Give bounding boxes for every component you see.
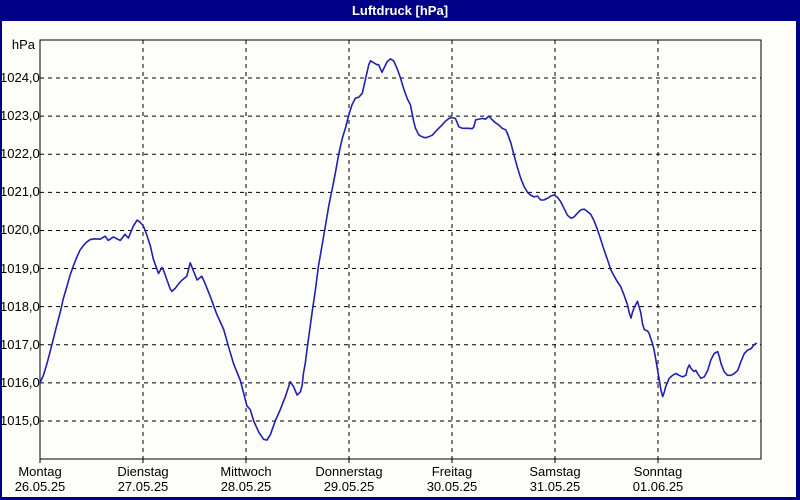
day-date: 29.05.25	[323, 479, 375, 494]
y-tick-label: 1018,0	[0, 298, 40, 314]
title-bar: Luftdruck [hPa]	[0, 0, 800, 21]
pressure-line	[39, 58, 758, 441]
y-tick-label: 1020,0	[0, 222, 40, 238]
y-tick-label: 1017,0	[0, 336, 40, 352]
y-tick-label: 1021,0	[0, 184, 40, 200]
x-day-label: Sonntag 01.06.25	[610, 465, 706, 494]
day-name: Samstag	[529, 464, 581, 479]
x-day-label: Montag 26.05.25	[0, 465, 88, 494]
day-date: 26.05.25	[14, 479, 66, 494]
day-name: Donnerstag	[315, 464, 383, 479]
day-date: 30.05.25	[426, 479, 478, 494]
y-tick-label: 1023,0	[0, 108, 40, 124]
y-axis-unit-label: hPa	[11, 37, 35, 52]
x-day-label: Samstag 31.05.25	[507, 465, 603, 494]
day-name: Freitag	[431, 464, 473, 479]
plot-border	[39, 39, 762, 460]
chart-panel	[2, 21, 796, 497]
x-day-label: Freitag 30.05.25	[404, 465, 500, 494]
day-name: Dienstag	[117, 464, 169, 479]
day-name: Mittwoch	[220, 464, 272, 479]
day-date: 01.06.25	[632, 479, 684, 494]
x-day-label: Donnerstag 29.05.25	[301, 465, 397, 494]
y-tick-label: 1022,0	[0, 146, 40, 162]
day-date: 31.05.25	[529, 479, 581, 494]
day-date: 27.05.25	[117, 479, 169, 494]
window-title: Luftdruck [hPa]	[351, 3, 449, 18]
day-name: Montag	[18, 464, 62, 479]
y-tick-label: 1024,0	[0, 70, 40, 85]
day-date: 28.05.25	[220, 479, 272, 494]
y-tick-label: 1016,0	[0, 374, 40, 390]
day-name: Sonntag	[633, 464, 683, 479]
y-tick-label: 1015,0	[0, 413, 40, 428]
x-day-label: Mittwoch 28.05.25	[198, 465, 294, 494]
y-tick-label: 1019,0	[0, 260, 40, 276]
x-day-label: Dienstag 27.05.25	[95, 465, 191, 494]
